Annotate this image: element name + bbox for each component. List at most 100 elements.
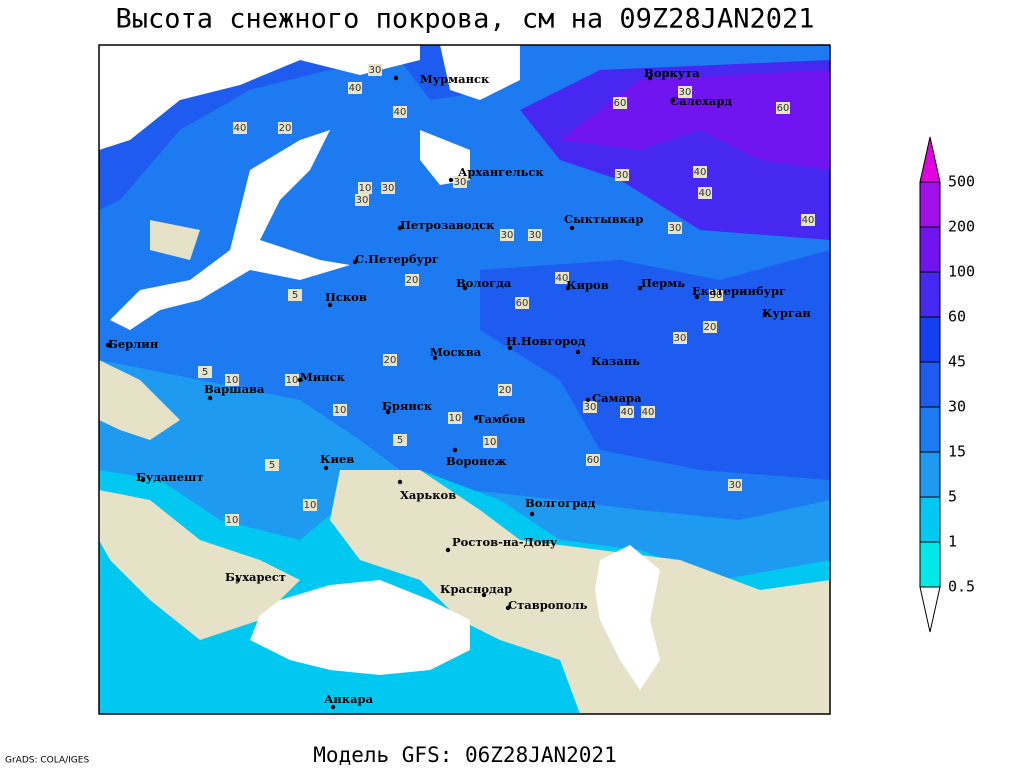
- city-dot: [647, 75, 653, 81]
- contour-label: 30: [584, 402, 597, 413]
- contour-label-box: [776, 102, 790, 114]
- city-label: Москва: [430, 345, 482, 359]
- city-label: Петрозаводск: [400, 218, 495, 232]
- city-dot: [575, 349, 581, 355]
- contour-label-box: [498, 384, 512, 396]
- contour-label: 40: [394, 107, 407, 118]
- city-dot: [207, 395, 213, 401]
- contour-label: 60: [587, 455, 600, 466]
- contour-label-box: [288, 289, 302, 301]
- contour-label: 10: [226, 515, 239, 526]
- contour-label: 10: [484, 437, 497, 448]
- city-dot: [397, 225, 403, 231]
- contour-label: 20: [406, 275, 419, 286]
- contour-label-box: [693, 166, 707, 178]
- city-label: Курган: [762, 306, 811, 320]
- legend-label: 1: [948, 533, 957, 551]
- contour-label-box: [678, 86, 692, 98]
- legend-swatch: [919, 406, 941, 453]
- city-dot: [565, 285, 571, 291]
- contour-label: 30: [674, 333, 687, 344]
- city-label: Воронеж: [446, 454, 507, 468]
- arctic-sea: [99, 45, 520, 185]
- contour-label: 40: [621, 407, 634, 418]
- city-dot: [448, 177, 454, 183]
- contour-label-box: [358, 182, 372, 194]
- legend-label: 30: [948, 398, 966, 416]
- contour-label-box: [233, 122, 247, 134]
- contour-label: 30: [710, 290, 723, 301]
- city-dot: [297, 377, 303, 383]
- city-label: Краснодар: [440, 582, 512, 596]
- contour-label: 40: [694, 167, 707, 178]
- contour-label-box: [613, 97, 627, 109]
- contour-label: 10: [449, 413, 462, 424]
- contour-label-box: [383, 354, 397, 366]
- legend-swatch: [919, 361, 941, 408]
- contour-label: 40: [234, 123, 247, 134]
- contour-label: 30: [529, 230, 542, 241]
- city-dot: [105, 342, 111, 348]
- contour-label-box: [198, 366, 212, 378]
- contour-label-box: [483, 436, 497, 448]
- legend-swatch: [919, 316, 941, 363]
- city-dot: [140, 477, 146, 483]
- contour-label-box: [641, 406, 655, 418]
- city-label: Салехард: [670, 94, 732, 108]
- black-sea: [250, 580, 470, 675]
- city-label: Екатеринбург: [692, 284, 786, 298]
- city-dot: [670, 97, 676, 103]
- contour-label: 20: [499, 385, 512, 396]
- contour-label: 10: [334, 405, 347, 416]
- contour-label: 10: [359, 183, 372, 194]
- city-label: Харьков: [400, 488, 456, 502]
- city-dot: [694, 294, 700, 300]
- city-dot: [505, 605, 511, 611]
- contour-label: 60: [614, 98, 627, 109]
- contour-label: 10: [286, 375, 299, 386]
- legend-arrow-bottom: [919, 586, 941, 633]
- contour-label-box: [801, 214, 815, 226]
- city-label: Псков: [325, 290, 367, 304]
- contour-label-box: [333, 404, 347, 416]
- legend-label: 5: [948, 488, 957, 506]
- city-dot: [445, 547, 451, 553]
- contour-label-box: [225, 514, 239, 526]
- city-label: Киров: [566, 278, 609, 292]
- snow-east: [480, 250, 830, 480]
- city-label: Н.Новгород: [506, 334, 586, 348]
- city-dot: [323, 465, 329, 471]
- map-frame: [98, 44, 831, 715]
- city-dot: [762, 311, 768, 317]
- legend-label: 45: [948, 353, 966, 371]
- city-label: Казань: [591, 354, 640, 368]
- city-label: Сыктывкар: [564, 212, 643, 226]
- contour-label-box: [225, 374, 239, 386]
- city-label: Киев: [320, 452, 354, 466]
- contour-label-box: [303, 499, 317, 511]
- contour-label: 40: [699, 188, 712, 199]
- contour-label: 30: [454, 177, 467, 188]
- city-label: С.Петербург: [355, 252, 439, 266]
- contour-label: 30: [356, 195, 369, 206]
- city-dot: [327, 302, 333, 308]
- city-dot: [330, 704, 336, 710]
- city-label: Ростов-на-Дону: [452, 535, 558, 549]
- legend-swatch: [919, 181, 941, 228]
- contour-label-box: [448, 412, 462, 424]
- contour-label: 60: [777, 103, 790, 114]
- city-label: Брянск: [382, 399, 433, 413]
- city-dot: [385, 409, 391, 415]
- contour-label: 20: [384, 355, 397, 366]
- contour-label: 10: [226, 375, 239, 386]
- legend-label: 15: [948, 443, 966, 461]
- city-label: Ставрополь: [508, 598, 588, 612]
- contour-label-box: [348, 82, 362, 94]
- contour-label-box: [265, 459, 279, 471]
- legend-swatch: [919, 226, 941, 273]
- credit: GrADS: COLA/IGES: [5, 756, 89, 766]
- contour-label: 30: [369, 65, 382, 76]
